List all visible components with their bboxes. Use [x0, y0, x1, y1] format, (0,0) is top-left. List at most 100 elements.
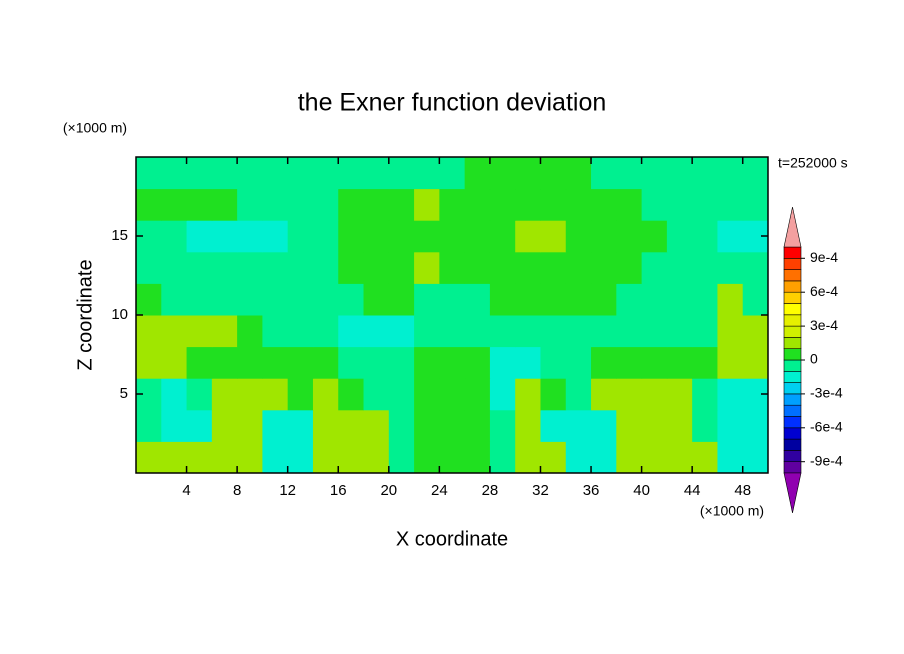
x-unit: (×1000 m)	[700, 503, 764, 519]
contour-cell	[489, 441, 516, 474]
contour-cell	[237, 346, 263, 379]
contour-cell	[287, 157, 314, 190]
contour-cell	[363, 409, 390, 442]
colorbar-tick-label: -3e-4	[810, 385, 843, 401]
chart-title: the Exner function deviation	[298, 89, 607, 117]
colorbar-box	[783, 269, 802, 282]
contour-cell	[136, 315, 162, 348]
contour-cell	[161, 220, 188, 253]
contour-cell	[742, 346, 769, 379]
contour-cell	[464, 315, 491, 348]
contour-cell	[414, 315, 440, 348]
contour-cell	[439, 378, 466, 411]
contour-cell	[338, 346, 365, 379]
contour-cell	[363, 441, 390, 474]
contour-cell	[666, 409, 693, 442]
contour-cell	[439, 188, 466, 221]
contour-cell	[692, 315, 718, 348]
contour-cell	[312, 157, 339, 190]
contour-cell	[489, 378, 516, 411]
contour-cell	[439, 346, 466, 379]
contour-cell	[717, 220, 744, 253]
contour-cell	[363, 315, 390, 348]
contour-cell	[312, 315, 339, 348]
contour-cell	[338, 315, 365, 348]
contour-cell	[262, 378, 289, 411]
contour-cell	[161, 283, 188, 316]
contour-cell	[591, 220, 617, 253]
colorbar-box	[783, 427, 802, 440]
y-tick-label: 10	[111, 306, 128, 323]
contour-cell	[186, 283, 213, 316]
contour-cell	[565, 220, 592, 253]
contour-cell	[692, 157, 718, 190]
contour-cell	[287, 315, 314, 348]
contour-cell	[211, 251, 238, 284]
y-tick-label: 15	[111, 227, 128, 244]
colorbar-tick-label: 6e-4	[810, 283, 838, 299]
contour-cell	[692, 220, 718, 253]
contour-cell	[489, 157, 516, 190]
contour-cell	[616, 283, 643, 316]
contour-cell	[211, 220, 238, 253]
contour-cell	[591, 283, 617, 316]
contour-cell	[388, 378, 415, 411]
contour-cell	[565, 157, 592, 190]
contour-cell	[616, 251, 643, 284]
contour-cell	[312, 188, 339, 221]
colorbar-box	[783, 461, 802, 474]
contour-cell	[388, 409, 415, 442]
x-tick-label: 24	[431, 482, 448, 499]
y-unit: (×1000 m)	[63, 120, 127, 136]
contour-cell	[464, 378, 491, 411]
x-tick-label: 44	[684, 482, 701, 499]
contour-cell	[237, 441, 263, 474]
contour-cell	[439, 283, 466, 316]
contour-cell	[591, 346, 617, 379]
colorbar-box	[783, 370, 802, 383]
contour-cell	[666, 251, 693, 284]
contour-cell	[464, 283, 491, 316]
contour-cell	[237, 251, 263, 284]
x-tick-label: 16	[330, 482, 347, 499]
contour-cell	[388, 251, 415, 284]
contour-cell	[515, 378, 541, 411]
contour-cell	[565, 315, 592, 348]
contour-cell	[161, 441, 188, 474]
contour-cell	[388, 346, 415, 379]
contour-cell	[692, 283, 718, 316]
contour-cell	[211, 157, 238, 190]
contour-cell	[262, 315, 289, 348]
colorbar-box	[783, 416, 802, 429]
contour-cell	[666, 346, 693, 379]
contour-cell	[161, 378, 188, 411]
contour-cell	[540, 220, 567, 253]
contour-cell	[489, 346, 516, 379]
contour-cell	[742, 251, 769, 284]
contour-cell	[641, 441, 668, 474]
colorbar-box	[783, 291, 802, 304]
contour-cell	[439, 409, 466, 442]
contour-cell	[136, 441, 162, 474]
contour-cell	[692, 378, 718, 411]
contour-cell	[363, 283, 390, 316]
contour-cell	[287, 441, 314, 474]
contour-cell	[186, 315, 213, 348]
contour-cell	[136, 283, 162, 316]
contour-cell	[414, 346, 440, 379]
contour-cell	[717, 441, 744, 474]
contour-cell	[136, 409, 162, 442]
contour-cell	[641, 251, 668, 284]
colorbar-tick-label: 0	[810, 351, 818, 367]
contour-cell	[287, 346, 314, 379]
contour-cell	[186, 251, 213, 284]
contour-cell	[464, 251, 491, 284]
contour-cell	[136, 188, 162, 221]
colorbar-extend-below	[783, 472, 802, 514]
contour-cell	[211, 188, 238, 221]
contour-cell	[666, 157, 693, 190]
contour-cell	[186, 441, 213, 474]
contour-cell	[641, 409, 668, 442]
contour-cell	[515, 220, 541, 253]
contour-cell	[515, 346, 541, 379]
